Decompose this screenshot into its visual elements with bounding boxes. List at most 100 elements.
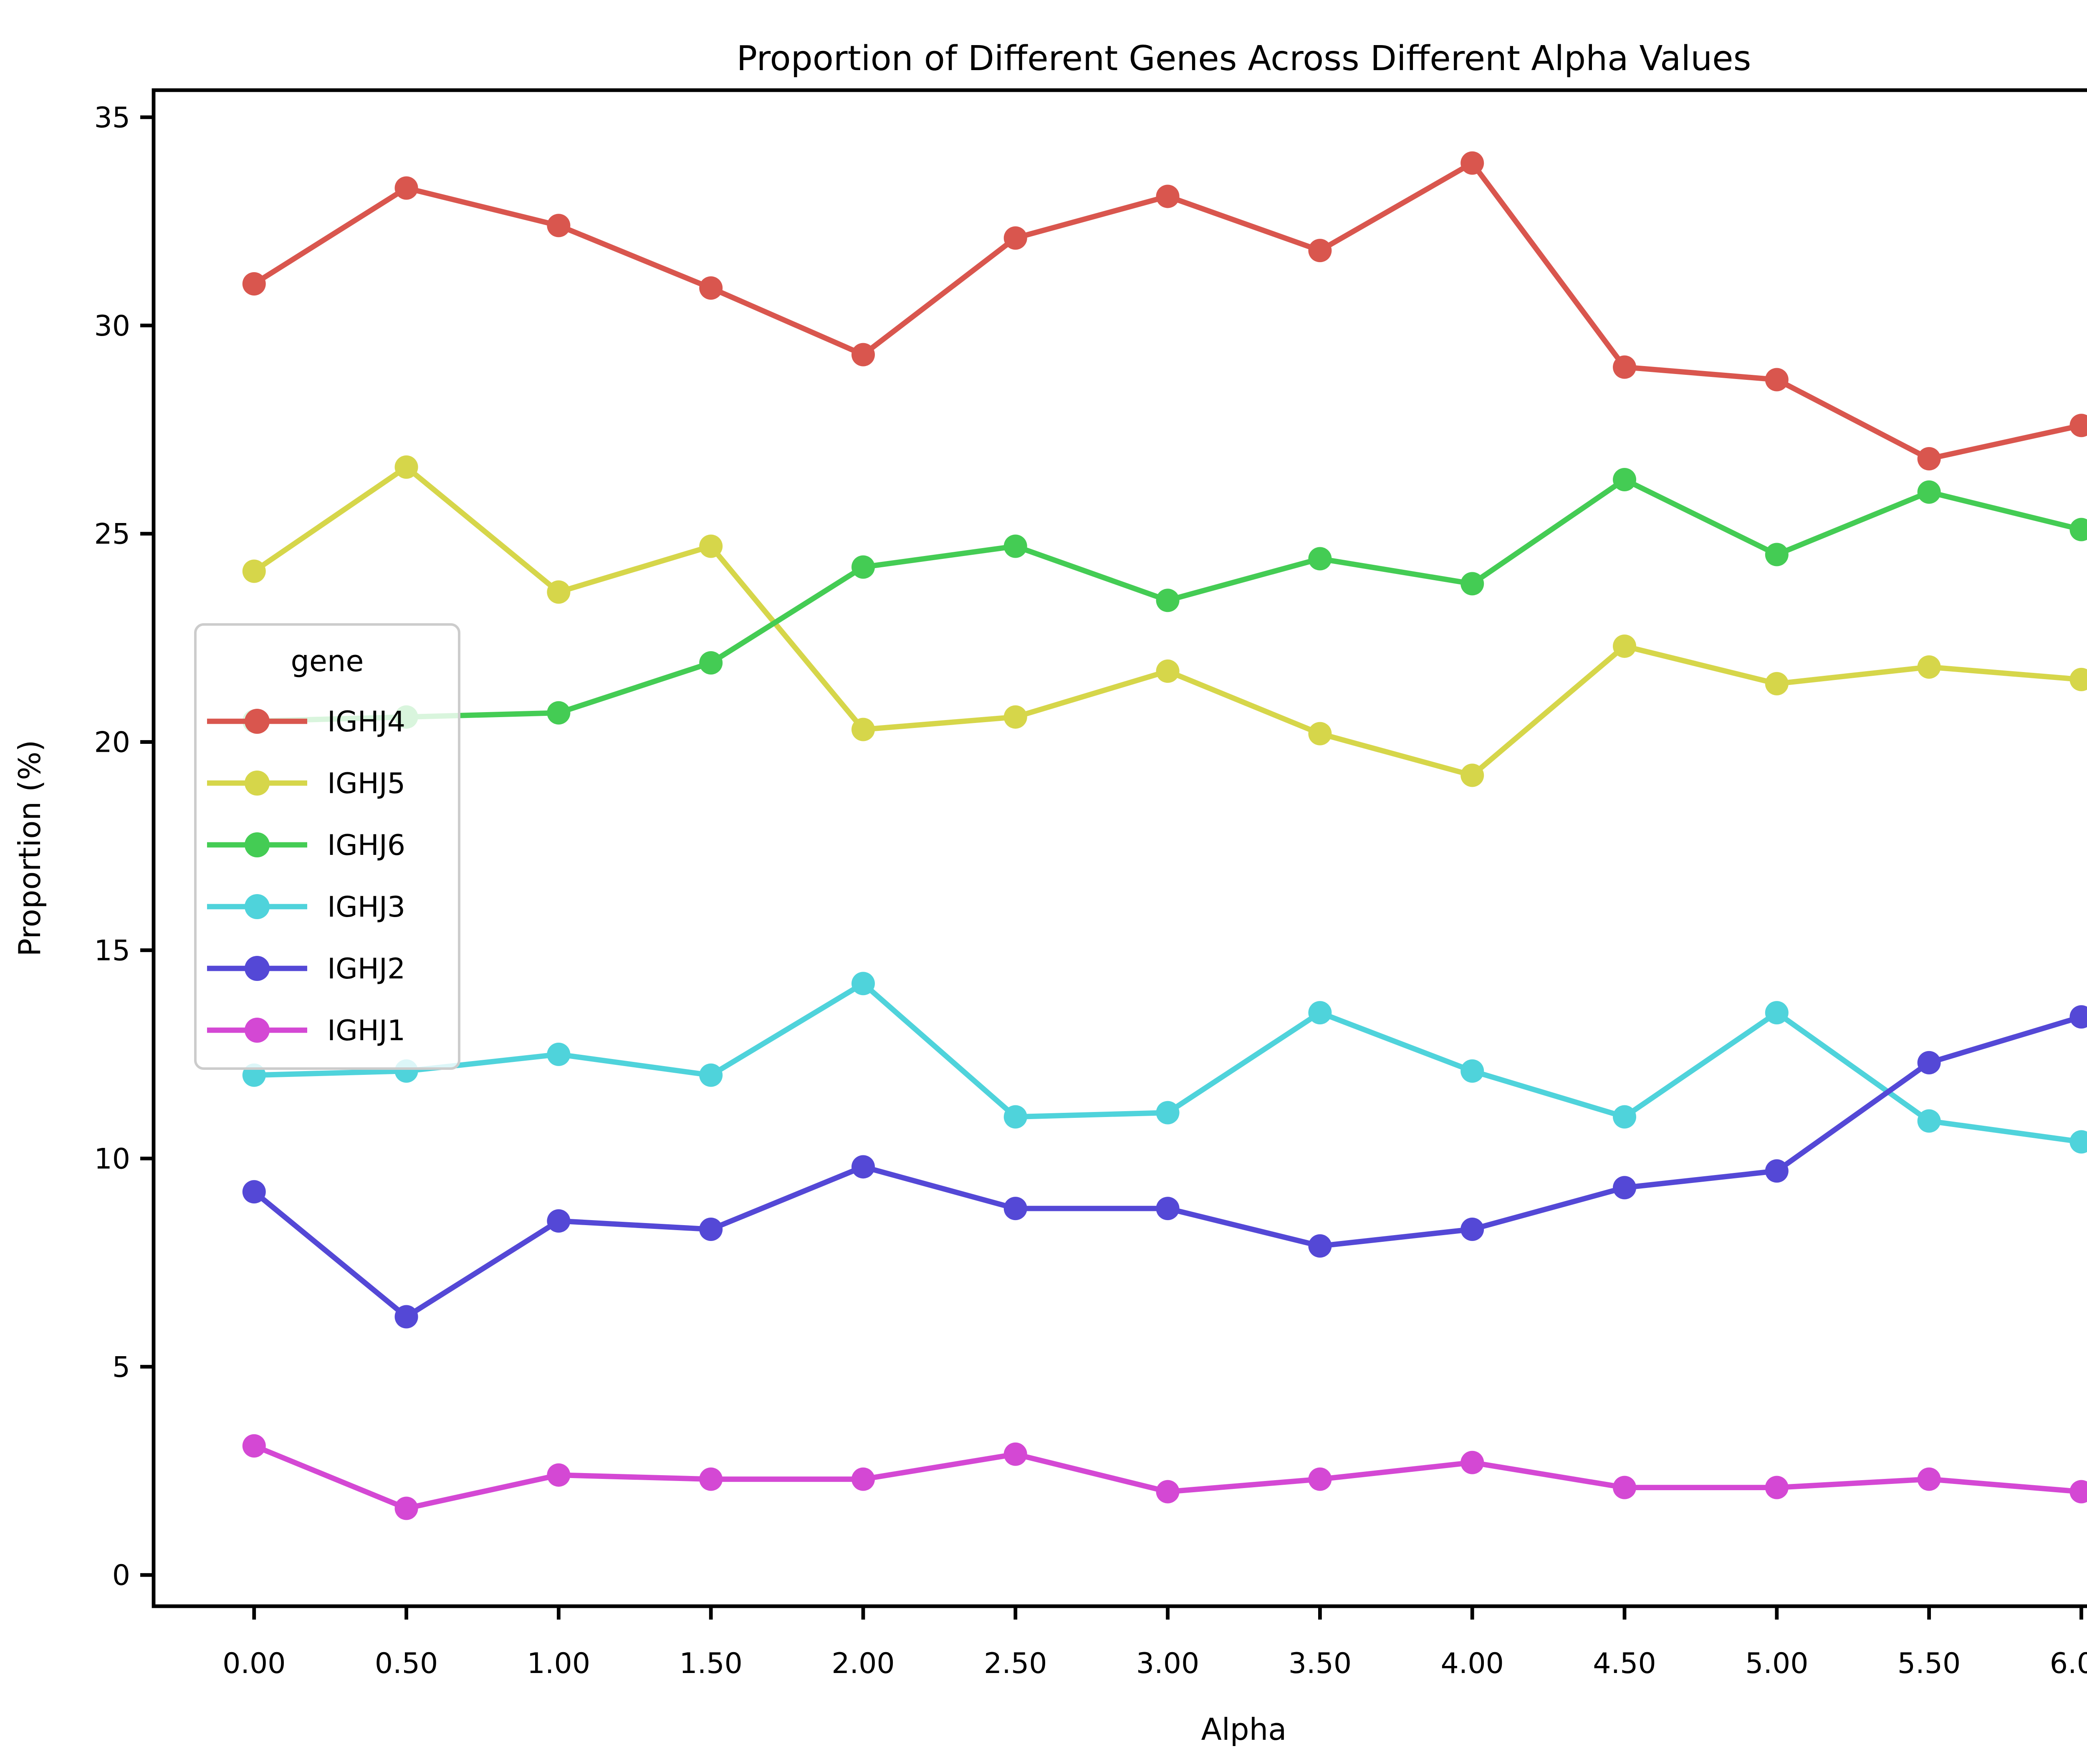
plot-area <box>152 88 2087 1608</box>
series-markers-IGHJ1 <box>242 1434 2087 1520</box>
data-point-IGHJ5-5.00 <box>1765 672 1789 695</box>
data-point-IGHJ3-6.00 <box>2069 1130 2087 1154</box>
y-tick-label: 0 <box>112 1559 130 1592</box>
data-point-IGHJ5-4.00 <box>1460 763 1484 787</box>
data-point-IGHJ2-1.50 <box>699 1217 723 1241</box>
data-point-IGHJ6-1.00 <box>547 701 571 725</box>
chart-title: Proportion of Different Genes Across Dif… <box>737 39 1751 78</box>
data-point-IGHJ4-1.00 <box>547 214 571 238</box>
legend-marker-icon <box>245 771 270 796</box>
data-point-IGHJ1-3.50 <box>1308 1467 1332 1491</box>
x-axis-label: Alpha <box>1201 1712 1287 1747</box>
y-axis-ticks: 0 5 10 15 20 25 30 35 <box>94 101 154 1592</box>
legend-item-IGHJ5: IGHJ5 <box>207 767 405 800</box>
legend-item-label: IGHJ1 <box>327 1014 405 1047</box>
series-line-IGHJ6 <box>251 477 2087 724</box>
y-tick-label: 30 <box>94 310 130 343</box>
data-point-IGHJ5-5.50 <box>1917 655 1941 679</box>
data-point-IGHJ2-4.00 <box>1460 1217 1484 1241</box>
data-point-IGHJ5-0.50 <box>394 455 418 479</box>
data-point-IGHJ2-6.00 <box>2069 1005 2087 1029</box>
data-point-IGHJ4-2.50 <box>1003 226 1027 250</box>
data-point-IGHJ6-4.50 <box>1613 468 1637 491</box>
x-tick-label: 4.00 <box>1441 1647 1504 1680</box>
data-point-IGHJ1-1.00 <box>547 1463 571 1487</box>
x-tick-label: 5.50 <box>1898 1647 1961 1680</box>
data-point-IGHJ6-3.50 <box>1308 547 1332 571</box>
legend-item-label: IGHJ4 <box>327 705 405 738</box>
legend-item-label: IGHJ6 <box>327 829 405 862</box>
data-point-IGHJ6-6.00 <box>2069 518 2087 541</box>
data-point-IGHJ5-6.00 <box>2069 667 2087 691</box>
legend: gene IGHJ4 IGHJ5 IGHJ6 IGHJ3 IGHJ2 IGHJ1 <box>194 623 460 1070</box>
data-point-IGHJ2-3.00 <box>1156 1197 1180 1221</box>
data-point-IGHJ6-4.00 <box>1460 572 1484 596</box>
x-tick-label: 5.00 <box>1745 1647 1808 1680</box>
data-point-IGHJ2-1.00 <box>547 1209 571 1233</box>
data-point-IGHJ3-2.50 <box>1003 1105 1027 1129</box>
x-tick-label: 4.50 <box>1593 1647 1656 1680</box>
x-tick-label: 1.50 <box>679 1647 742 1680</box>
data-point-IGHJ5-2.50 <box>1003 705 1027 729</box>
x-tick-label: 2.50 <box>984 1647 1047 1680</box>
x-tick-label: 0.50 <box>375 1647 438 1680</box>
data-point-IGHJ4-5.50 <box>1917 447 1941 471</box>
legend-item-IGHJ3: IGHJ3 <box>207 891 405 924</box>
y-tick-label: 15 <box>94 934 130 967</box>
y-axis-label: Proportion (%) <box>12 740 47 957</box>
series-line-IGHJ3 <box>251 981 2087 1145</box>
data-point-IGHJ6-2.50 <box>1003 534 1027 558</box>
series-markers-IGHJ6 <box>242 468 2087 733</box>
data-point-IGHJ1-5.00 <box>1765 1476 1789 1499</box>
legend-item-IGHJ1: IGHJ1 <box>207 1014 405 1047</box>
y-tick-label: 20 <box>94 726 130 759</box>
data-point-IGHJ6-1.50 <box>699 651 723 675</box>
y-tick-label: 35 <box>94 101 130 134</box>
data-point-IGHJ1-3.00 <box>1156 1480 1180 1504</box>
data-point-IGHJ2-3.50 <box>1308 1234 1332 1258</box>
data-point-IGHJ3-5.50 <box>1917 1109 1941 1133</box>
data-point-IGHJ4-1.50 <box>699 276 723 300</box>
x-tick-label: 6.00 <box>2050 1647 2087 1680</box>
data-point-IGHJ4-0.50 <box>394 176 418 200</box>
series-line-IGHJ4 <box>251 160 2087 462</box>
data-point-IGHJ6-2.00 <box>851 555 875 579</box>
series-line-IGHJ5 <box>251 464 2087 778</box>
data-point-IGHJ1-2.00 <box>851 1467 875 1491</box>
data-point-IGHJ3-4.50 <box>1613 1105 1637 1129</box>
y-tick-label: 10 <box>94 1142 130 1175</box>
legend-item-label: IGHJ3 <box>327 891 405 924</box>
x-tick-label: 3.50 <box>1289 1647 1352 1680</box>
data-point-IGHJ5-1.50 <box>699 534 723 558</box>
data-point-IGHJ5-1.00 <box>547 580 571 604</box>
series-markers-IGHJ2 <box>242 1005 2087 1329</box>
x-tick-label: 0.00 <box>222 1647 286 1680</box>
data-point-IGHJ2-0.50 <box>394 1305 418 1329</box>
data-point-IGHJ6-5.50 <box>1917 480 1941 504</box>
series-markers-IGHJ4 <box>242 151 2087 471</box>
data-point-IGHJ5-4.50 <box>1613 634 1637 658</box>
legend-item-label: IGHJ2 <box>327 953 405 986</box>
series-group <box>242 151 2087 1520</box>
legend-marker-icon <box>245 1018 270 1043</box>
data-point-IGHJ3-2.00 <box>851 972 875 996</box>
data-point-IGHJ5-3.00 <box>1156 659 1180 683</box>
legend-marker-icon <box>245 956 270 981</box>
data-point-IGHJ1-0.50 <box>394 1496 418 1520</box>
data-point-IGHJ3-1.50 <box>699 1063 723 1087</box>
data-point-IGHJ4-6.00 <box>2069 414 2087 437</box>
x-tick-label: 3.00 <box>1136 1647 1199 1680</box>
data-point-IGHJ4-4.00 <box>1460 151 1484 175</box>
data-point-IGHJ5-2.00 <box>851 718 875 741</box>
data-point-IGHJ2-5.50 <box>1917 1051 1941 1074</box>
x-tick-label: 2.00 <box>831 1647 894 1680</box>
data-point-IGHJ3-5.00 <box>1765 1001 1789 1025</box>
data-point-IGHJ3-3.00 <box>1156 1101 1180 1125</box>
data-point-IGHJ2-4.50 <box>1613 1176 1637 1200</box>
data-point-IGHJ1-0.00 <box>242 1434 266 1458</box>
data-point-IGHJ1-1.50 <box>699 1467 723 1491</box>
legend-title: gene <box>291 644 364 678</box>
data-point-IGHJ4-4.50 <box>1613 355 1637 379</box>
legend-item-IGHJ6: IGHJ6 <box>207 829 405 862</box>
